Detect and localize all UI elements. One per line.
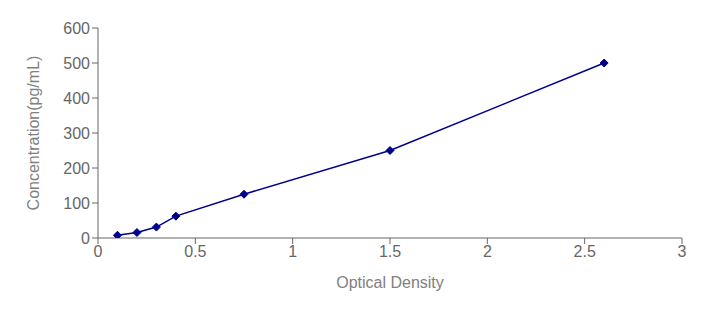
svg-text:0: 0 (94, 243, 103, 260)
svg-text:200: 200 (63, 160, 90, 177)
svg-text:0.5: 0.5 (184, 243, 206, 260)
svg-text:400: 400 (63, 90, 90, 107)
svg-text:1: 1 (288, 243, 297, 260)
svg-text:100: 100 (63, 195, 90, 212)
svg-text:Concentration(pg/mL): Concentration(pg/mL) (25, 56, 42, 211)
svg-text:Optical Density: Optical Density (336, 274, 444, 291)
svg-text:300: 300 (63, 125, 90, 142)
svg-text:3: 3 (678, 243, 687, 260)
svg-text:600: 600 (63, 20, 90, 37)
svg-text:1.5: 1.5 (379, 243, 401, 260)
svg-text:500: 500 (63, 55, 90, 72)
svg-text:0: 0 (81, 230, 90, 247)
svg-text:2: 2 (483, 243, 492, 260)
svg-text:2.5: 2.5 (574, 243, 596, 260)
